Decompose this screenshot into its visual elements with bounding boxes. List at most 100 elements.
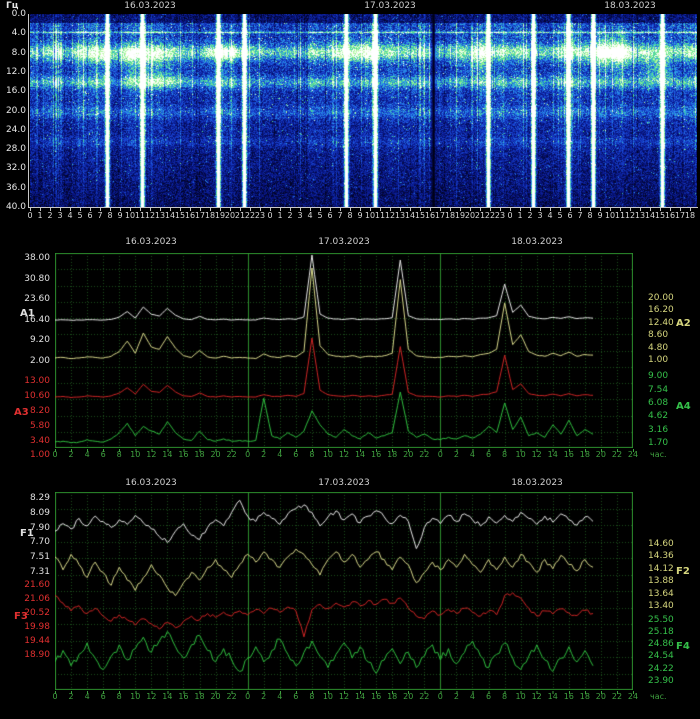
hour-tick-label: 6 — [485, 450, 492, 459]
axis-title-a1: A1 — [20, 308, 35, 319]
axis-value-f2: 14.36 — [648, 551, 674, 561]
hour-tick-label: 12 — [146, 692, 157, 701]
spectrogram-hour-tick-label: 22 — [244, 211, 256, 220]
spectrogram-hour-tick-label: 10 — [124, 211, 136, 220]
frequency-axis-unit: Гц — [6, 1, 19, 11]
hour-tick-label: 18 — [194, 692, 205, 701]
hour-tick-label: 22 — [419, 450, 430, 459]
spectrogram-hour-tick-label: 4 — [547, 211, 553, 220]
hour-tick-label: 18 — [387, 450, 398, 459]
spectrogram-hour-tick-label: 18 — [684, 211, 696, 220]
spectrogram-hour-tick-label: 7 — [337, 211, 343, 220]
hour-tick-label: 18 — [194, 450, 205, 459]
spectrogram-hour-tick-label: 4 — [67, 211, 73, 220]
hour-tick-label: 20 — [210, 450, 221, 459]
axis-value-f1: 8.29 — [29, 493, 50, 503]
axis-value-f2: 13.64 — [648, 589, 674, 599]
hour-tick-label: 16 — [563, 692, 574, 701]
date-label: 18.03.2023 — [511, 237, 563, 247]
spectrogram-hour-tick-label: 22 — [484, 211, 496, 220]
spectrogram-hour-tick-label: 10 — [364, 211, 376, 220]
axis-value-a4: 7.54 — [648, 385, 669, 395]
hour-tick-label: 20 — [403, 692, 414, 701]
spectrogram-hour-tick-label: 5 — [557, 211, 563, 220]
hours-unit-label: час. — [650, 450, 667, 459]
axis-value-a4: 4.62 — [648, 411, 669, 421]
spectrogram-freq-tick-label: 40.0 — [5, 202, 26, 212]
spectrogram-hour-tick-label: 23 — [254, 211, 266, 220]
spectrogram-hour-tick-label: 17 — [674, 211, 686, 220]
spectrogram-hour-tick-label: 16 — [664, 211, 676, 220]
amplitude-chart-canvas — [55, 253, 633, 448]
hour-tick-label: 0 — [437, 692, 443, 701]
hour-tick-label: 2 — [68, 692, 74, 701]
axis-value-a1: 30.80 — [24, 274, 50, 284]
spectrogram-hour-tick-label: 10 — [604, 211, 616, 220]
hour-tick-label: 16 — [178, 450, 189, 459]
spectrogram-hour-tick-label: 6 — [567, 211, 573, 220]
axis-value-a2: 1.00 — [648, 355, 669, 365]
hour-tick-label: 22 — [419, 692, 430, 701]
hour-tick-label: 0 — [52, 450, 58, 459]
spectrogram-hour-tick-label: 21 — [234, 211, 246, 220]
spectrogram-hour-tick-label: 19 — [214, 211, 226, 220]
hour-tick-label: 6 — [485, 692, 492, 701]
spectrogram-freq-tick-label: 8.0 — [11, 47, 26, 58]
spectrogram-hour-tick-label: 18 — [444, 211, 456, 220]
hour-tick-label: 14 — [354, 692, 366, 701]
date-label: 16.03.2023 — [124, 1, 176, 11]
hour-tick-label: 2 — [261, 692, 267, 701]
hour-tick-label: 14 — [162, 692, 173, 701]
spectrogram-hour-tick-label: 7 — [97, 211, 103, 220]
hour-tick-label: 8 — [309, 692, 315, 701]
axis-value-a2: 8.60 — [648, 330, 669, 340]
hour-tick-label: 16 — [371, 450, 382, 459]
hour-tick-label: 12 — [338, 692, 350, 701]
date-label: 18.03.2023 — [604, 1, 656, 11]
axis-value-a4: 1.70 — [648, 438, 669, 448]
spectrogram-hour-tick-label: 20 — [224, 211, 236, 220]
axis-value-a3: 8.20 — [29, 406, 50, 416]
hour-tick-label: 0 — [245, 692, 251, 701]
hour-tick-label: 10 — [130, 450, 141, 459]
spectrogram-freq-tick-label: 20.0 — [5, 105, 26, 116]
hour-tick-label: 8 — [116, 450, 122, 459]
frequency-x-ticks — [55, 691, 634, 694]
spectrogram-hour-tick-label: 11 — [374, 211, 386, 220]
frequency-chart-canvas — [55, 492, 633, 690]
spectrogram-hour-tick-label: 21 — [474, 211, 486, 220]
axis-value-a4: 9.00 — [648, 371, 669, 381]
spectrogram-hour-tick-label: 3 — [537, 211, 543, 220]
hour-tick-label: 4 — [277, 692, 283, 701]
spectrogram-hour-tick-label: 0 — [507, 211, 513, 220]
hour-tick-label: 6 — [100, 692, 106, 701]
spectrogram-hour-tick-label: 17 — [434, 211, 446, 220]
hour-tick-label: 8 — [309, 450, 315, 459]
spectrogram-x-axis-line — [28, 207, 698, 208]
hour-tick-label: 4 — [84, 450, 90, 459]
axis-value-f2: 14.12 — [648, 564, 674, 574]
axis-value-a4: 6.08 — [648, 398, 669, 408]
hour-tick-label: 10 — [130, 692, 141, 701]
spectrogram-hour-tick-label: 1 — [517, 211, 523, 220]
axis-value-a3: 3.40 — [29, 436, 50, 446]
spectrogram-hour-tick-label: 1 — [277, 211, 283, 220]
spectrogram-hour-tick-label: 16 — [184, 211, 196, 220]
spectrogram-hour-tick-label: 14 — [404, 211, 416, 220]
hour-tick-label: 20 — [595, 692, 606, 701]
hours-unit-label: час. — [650, 692, 667, 701]
hour-tick-label: 16 — [371, 692, 382, 701]
hour-tick-label: 6 — [293, 692, 299, 701]
hour-tick-label: 8 — [502, 450, 508, 459]
spectrogram-hour-tick-label: 5 — [317, 211, 323, 220]
spectrogram-hour-tick-label: 15 — [654, 211, 666, 220]
axis-value-a3: 10.60 — [24, 391, 50, 401]
hour-tick-label: 2 — [261, 450, 267, 459]
date-label: 17.03.2023 — [318, 237, 370, 247]
spectrogram-hour-tick-label: 2 — [47, 211, 53, 220]
spectrogram-hour-tick-label: 15 — [414, 211, 426, 220]
hour-tick-label: 14 — [162, 450, 173, 459]
date-label: 17.03.2023 — [318, 478, 370, 488]
hour-tick-label: 10 — [515, 450, 526, 459]
